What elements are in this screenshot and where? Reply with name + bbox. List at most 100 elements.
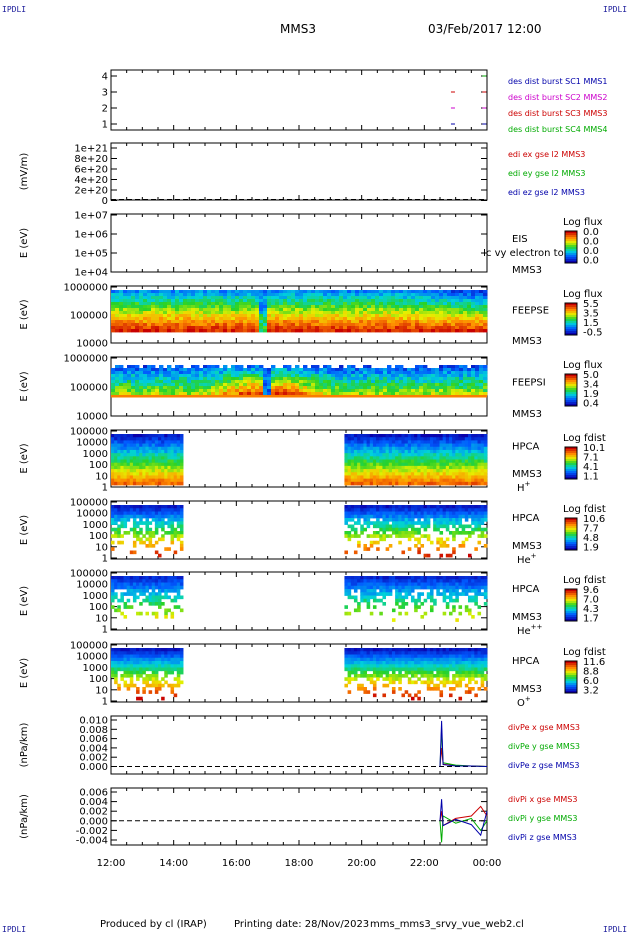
spectrogram-cell <box>399 317 404 321</box>
spectrogram-cell <box>417 537 421 542</box>
spectrogram-cell <box>436 514 440 519</box>
spectrogram-cell <box>315 293 320 297</box>
spectrogram-cell <box>379 389 384 393</box>
spectrogram-cell <box>423 472 428 476</box>
spectrogram-cell <box>195 323 200 327</box>
spectrogram-cell <box>351 293 356 297</box>
spectrogram-cell <box>131 323 136 327</box>
spectrogram-cell <box>467 453 472 457</box>
spectrogram-cell <box>164 582 168 587</box>
spectrogram-cell <box>350 453 355 457</box>
spectrogram-cell <box>464 456 469 460</box>
colorbar-tick-label: 7.0 <box>583 595 599 606</box>
spectrogram-cell <box>111 374 116 378</box>
spectrogram-cell <box>151 508 156 512</box>
spectrogram-cell <box>158 478 162 483</box>
spectrogram-cell <box>369 453 374 457</box>
spectrogram-cell <box>455 446 459 451</box>
colorbar-swatch <box>565 384 577 387</box>
spectrogram-cell <box>183 386 188 390</box>
spectrogram-cell <box>419 392 424 396</box>
spectrogram-cell <box>344 508 349 512</box>
spectrogram-cell <box>183 317 188 321</box>
spectrogram-cell <box>387 290 392 294</box>
spectrogram-cell <box>179 475 184 480</box>
spectrogram-cell <box>433 514 437 519</box>
spectrogram-cell <box>480 456 485 460</box>
spectrogram-cell <box>235 323 240 327</box>
spectrogram-cell <box>227 299 232 303</box>
spectrogram-cell <box>443 290 448 294</box>
spectrogram-cell <box>123 434 128 438</box>
spectrogram-cell <box>464 443 469 448</box>
spectrogram-cell <box>126 518 131 522</box>
spectrogram-cell <box>323 302 328 306</box>
spectrogram-cell <box>161 449 165 454</box>
spectrogram-cell <box>142 511 146 516</box>
spectrogram-cell <box>271 305 276 309</box>
spectrogram-cell <box>447 308 452 312</box>
spectrogram-cell <box>335 296 340 300</box>
spectrogram-cell <box>442 459 447 464</box>
spectrogram-cell <box>120 456 124 460</box>
spectrogram-cell <box>447 383 452 387</box>
spectrogram-cell <box>231 329 236 333</box>
spectrogram-cell <box>164 481 168 486</box>
spectrogram-cell <box>145 456 149 460</box>
spectrogram-cell <box>343 323 348 327</box>
spectrogram-cell <box>179 579 184 583</box>
spectrogram-cell <box>159 314 164 318</box>
spectrogram-cell <box>375 299 380 303</box>
spectrogram-cell <box>291 317 296 321</box>
spectrogram-cell <box>279 392 284 396</box>
spectrogram-cell <box>243 323 248 327</box>
spectrogram-cell <box>111 377 116 381</box>
spectrogram-cell <box>145 443 149 448</box>
spectrogram-cell <box>323 365 328 369</box>
spectrogram-cell <box>207 311 212 315</box>
spectrogram-cell <box>401 453 406 457</box>
spectrogram-cell <box>203 380 208 384</box>
spectrogram-cell <box>391 383 396 387</box>
spectrogram-cell <box>471 389 476 393</box>
spectrogram-cell <box>155 383 160 387</box>
spectrogram-cell <box>344 462 349 467</box>
spectrogram-cell <box>398 508 402 512</box>
spectrogram-cell <box>455 293 460 297</box>
spectrogram-cell <box>167 462 171 467</box>
spectrogram-cell <box>136 511 140 516</box>
spectrogram-cell <box>419 323 424 327</box>
spectrogram-cell <box>154 592 159 596</box>
spectrogram-cell <box>187 308 192 312</box>
spectrogram-cell <box>448 472 453 476</box>
spectrogram-cell <box>357 579 361 583</box>
spectrogram-cell <box>299 290 304 294</box>
spectrogram-cell <box>455 505 459 509</box>
spectrogram-cell <box>115 311 120 315</box>
spectrogram-cell <box>335 308 340 312</box>
spectrogram-cell <box>411 389 416 393</box>
spectrogram-cell <box>463 302 468 306</box>
spectrogram-cell <box>382 576 387 580</box>
spectrogram-cell <box>147 389 152 393</box>
spectrogram-cell <box>452 440 456 444</box>
spectrogram-cell <box>239 329 244 333</box>
spectrogram-cell <box>275 374 280 378</box>
spectrogram-cell <box>436 462 440 467</box>
spectrogram-cell <box>483 478 488 483</box>
spectrogram-cell <box>455 290 460 294</box>
spectrogram-cell <box>132 462 137 467</box>
spectrogram-cell <box>379 585 383 590</box>
spectrogram-cell <box>247 296 252 300</box>
spectrogram-cell <box>163 368 168 372</box>
spectrogram-cell <box>399 323 404 327</box>
spectrogram-cell <box>295 302 300 306</box>
spectrogram-cell <box>219 320 224 324</box>
spectrogram-cell <box>471 531 475 535</box>
spectrogram-cell <box>203 377 208 381</box>
spectrogram-cell <box>372 511 377 516</box>
spectrogram-cell <box>135 293 140 297</box>
spectrogram-cell <box>167 595 171 600</box>
spectrogram-cell <box>142 598 146 603</box>
spectrogram-cell <box>117 446 121 451</box>
